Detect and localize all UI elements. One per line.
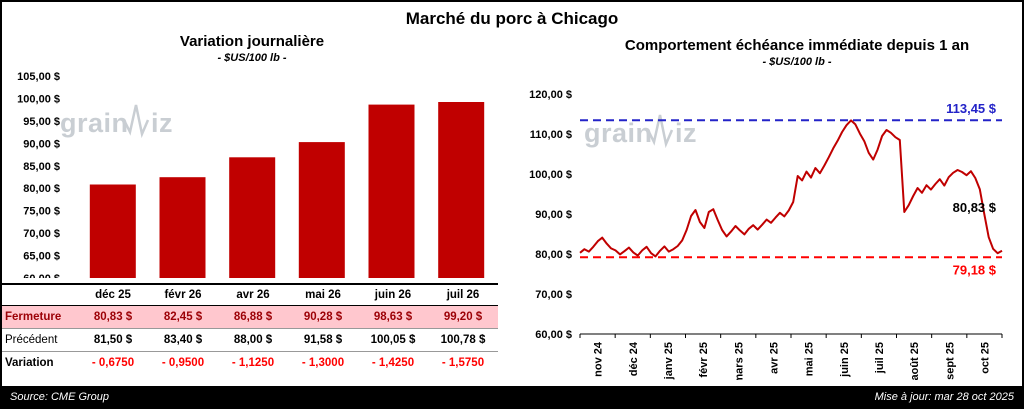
value-cell: 82,45 $ (148, 305, 218, 329)
line-x-tick-label: févr 25 (698, 342, 710, 377)
month-header: juin 26 (358, 283, 428, 306)
bar-y-tick-label: 65,00 $ (23, 251, 60, 263)
row-label: Variation (5, 356, 54, 369)
value-cell: 100,78 $ (428, 328, 498, 352)
updated-label: Mise à jour: mar 28 oct 2025 (874, 390, 1014, 403)
value-cell: 81,50 $ (78, 328, 148, 352)
svg-text:grain: grain (60, 108, 129, 138)
line-x-tick-label: nov 24 (593, 341, 605, 377)
line-y-tick-label: 110,00 $ (530, 129, 572, 141)
month-header: mai 26 (288, 283, 358, 306)
left-chart-subtitle: - $US/100 lb - (217, 52, 287, 64)
page-title: Marché du porc à Chicago (405, 9, 619, 28)
value-cell: - 0,6750 (91, 356, 135, 369)
row-label: Fermeture (2, 305, 78, 329)
bar-y-tick-label: 85,00 $ (23, 161, 60, 173)
value-cell: 91,58 $ (288, 328, 358, 352)
row-label: Précédent (2, 328, 78, 352)
table-row-variation: Variation - 0,6750 - 0,9500 - 1,1250 - 1,300… (2, 351, 498, 374)
value-cell: 90,28 $ (288, 305, 358, 329)
values-table: déc 25 févr 26 avr 26 mai 26 juin 26 juil 26 F… (2, 283, 498, 374)
table-row-fermeture: Fermeture 80,83 $82,45 $86,88 $90,28 $98,… (2, 305, 498, 329)
value-cell: - 0,9500 (161, 356, 205, 369)
bar-chart-svg: grain iz 105,00 $ 100,00 $ 95,00 $ 90,00 $ 85,… (17, 71, 485, 285)
bar-y-tick-label: 105,00 $ (17, 71, 60, 83)
line-x-tick-label: mai 25 (804, 342, 816, 376)
line-chart-svg: grain iz 120,00 $ 110,00 $ 100,00 $ 90,00 $ 80… (529, 89, 1003, 384)
bar-mai 26 (298, 142, 345, 278)
bar-y-tick-label: 95,00 $ (23, 116, 60, 128)
month-header: juil 26 (428, 283, 498, 306)
value-cell: 99,20 $ (428, 305, 498, 329)
bar-déc 25 (89, 184, 136, 278)
bar-y-tick-label: 60,00 $ (23, 273, 60, 278)
line-y-tick-label: 120,00 $ (529, 89, 572, 101)
line-y-tick-label: 90,00 $ (535, 209, 572, 221)
svg-text:grain: grain (584, 118, 653, 148)
bar-y-tick-label: 100,00 $ (17, 93, 60, 105)
line-x-tick-label: mars 25 (733, 342, 745, 380)
min-value-label: 79,18 $ (953, 262, 997, 277)
value-cell: 86,88 $ (218, 305, 288, 329)
svg-text:iz: iz (675, 118, 697, 148)
bar-juil 26 (438, 102, 485, 278)
max-value-label: 113,45 $ (946, 101, 997, 116)
corner-cell (2, 283, 78, 306)
bar-févr 26 (159, 177, 206, 278)
bar-juin 26 (368, 104, 415, 278)
panels: Variation journalière - $US/100 lb - gra… (2, 32, 1022, 386)
value-cell: 100,05 $ (358, 328, 428, 352)
value-cell: 98,63 $ (358, 305, 428, 329)
month-header: avr 26 (218, 283, 288, 306)
right-chart-subtitle: - $US/100 lb - (762, 56, 832, 68)
value-cell: - 1,3000 (301, 356, 345, 369)
line-y-tick-label: 60,00 $ (535, 329, 572, 341)
line-y-tick-label: 80,00 $ (535, 249, 572, 261)
line-x-tick-label: sept 25 (944, 342, 956, 380)
bar-avr 26 (229, 157, 276, 278)
value-cell: - 1,5750 (441, 356, 485, 369)
value-cell: - 1,4250 (371, 356, 415, 369)
line-x-tick-label: oct 25 (979, 342, 991, 374)
month-header: déc 25 (78, 283, 148, 306)
left-chart-title: Variation journalière (179, 33, 325, 50)
value-cell: 80,83 $ (78, 305, 148, 329)
value-cell: 83,40 $ (148, 328, 218, 352)
grainwiz-watermark: grain iz (60, 104, 173, 139)
line-x-tick-label: janv 25 (663, 342, 675, 380)
footer-bar: Source: CME Group Mise à jour: mar 28 oc… (2, 386, 1022, 407)
svg-text:iz: iz (151, 108, 173, 138)
last-value-label: 80,83 $ (953, 200, 997, 215)
line-y-tick-label: 70,00 $ (535, 289, 572, 301)
price-line (579, 119, 1003, 258)
value-cell: 88,00 $ (218, 328, 288, 352)
bar-y-tick-label: 75,00 $ (23, 206, 60, 218)
line-y-tick-label: 100,00 $ (529, 169, 572, 181)
line-x-tick-label: avr 25 (768, 342, 780, 374)
daily-variation-panel: Variation journalière - $US/100 lb - gra… (2, 32, 502, 386)
months-header-row: déc 25 févr 26 avr 26 mai 26 juin 26 juil 26 (2, 283, 498, 306)
source-label: Source: CME Group (10, 390, 110, 403)
line-x-tick-label: déc 24 (628, 341, 640, 376)
value-cell: - 1,1250 (231, 356, 275, 369)
bar-y-tick-label: 80,00 $ (23, 183, 60, 195)
month-header: févr 26 (148, 283, 218, 306)
grainwiz-zigzag-icon (122, 104, 150, 139)
line-x-tick-label: août 25 (909, 342, 921, 380)
front-month-panel: Comportement échéance immédiate depuis 1… (502, 32, 1022, 386)
line-x-tick-label: juin 25 (839, 342, 851, 378)
table-row-precedent: Précédent 81,50 $83,40 $88,00 $91,58 $100… (2, 328, 498, 352)
grainwiz-zigzag-icon (646, 114, 674, 149)
line-x-tick-label: juil 25 (874, 342, 886, 374)
bar-y-tick-label: 90,00 $ (23, 138, 60, 150)
bar-y-tick-label: 70,00 $ (23, 228, 60, 240)
grainwiz-watermark: grain iz (584, 114, 697, 149)
right-chart-title: Comportement échéance immédiate depuis 1… (624, 37, 970, 54)
